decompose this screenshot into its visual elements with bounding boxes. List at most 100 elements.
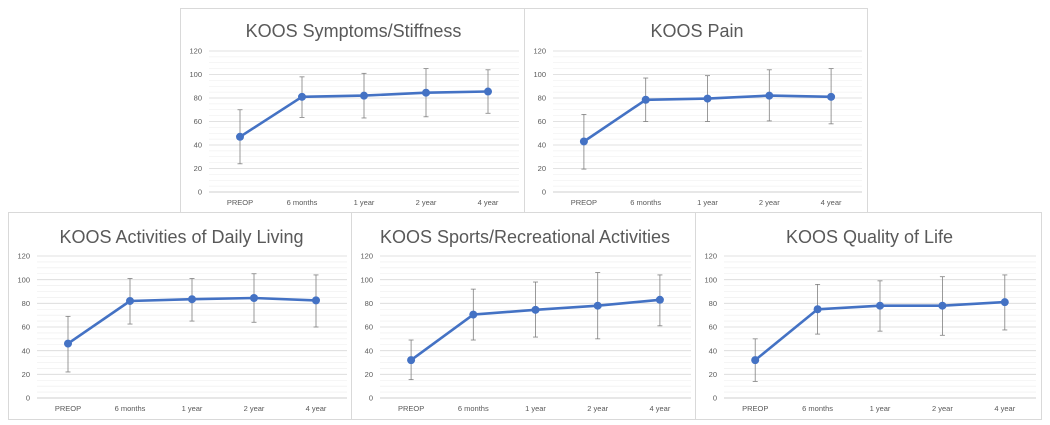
y-tick-label: 20 [194,164,202,173]
data-point [236,132,244,141]
y-tick-label: 0 [713,394,717,403]
y-tick-label: 60 [538,117,546,126]
x-tick-label: 6 months [458,404,489,413]
x-tick-label: 2 year [932,404,953,413]
data-point [531,305,540,314]
data-point [250,294,258,303]
x-tick-label: 4 year [478,198,499,207]
x-tick-label: 6 months [630,198,661,207]
chart-panel-sports-recreational: KOOS Sports/Recreational Activities 0 20 40… [351,212,697,420]
y-tick-label: 20 [709,370,717,379]
y-tick-label: 60 [365,323,373,332]
y-tick-label: 20 [365,370,373,379]
y-tick-label: 120 [533,47,546,56]
chart-title: KOOS Sports/Recreational Activities [380,227,670,247]
x-tick-label: 4 year [994,404,1015,413]
chart-panel-activities-daily-living: KOOS Activities of Daily Living 0 20 40 60 80… [8,212,353,420]
y-tick-label: 40 [194,141,202,150]
x-tick-label: 6 months [287,198,318,207]
y-tick-label: 60 [709,323,717,332]
y-tick-label: 40 [365,346,373,355]
x-tick-label: 1 year [182,404,203,413]
data-point [876,301,884,310]
y-tick-label: 80 [538,94,546,103]
y-tick-label: 120 [704,252,717,261]
chart-title: KOOS Quality of Life [786,227,953,247]
chart-svg: KOOS Symptoms/Stiffness 0 20 40 60 80 100 120 PR… [189,21,519,207]
y-tick-label: 20 [22,370,30,379]
data-point [641,95,650,104]
x-tick-label: 1 year [870,404,891,413]
x-tick-label: 2 year [244,404,265,413]
y-tick-label: 100 [704,275,717,284]
data-point [827,92,836,101]
y-tick-label: 100 [360,275,373,284]
data-point [407,356,416,365]
data-point [126,296,134,305]
x-tick-label: 6 months [802,404,833,413]
x-tick-label: 4 year [649,404,670,413]
data-point [938,301,947,310]
data-point [360,91,368,100]
y-tick-label: 80 [709,299,717,308]
data-point [813,305,822,314]
x-tick-label: PREOP [571,198,597,207]
y-tick-label: 120 [189,47,202,56]
data-point [765,91,774,100]
y-tick-label: 0 [542,188,546,197]
chart-svg: KOOS Pain 0 20 40 60 80 100 120 PREOP 6 months 1 y… [533,21,862,207]
x-tick-label: 2 year [416,198,437,207]
chart-title: KOOS Pain [650,21,743,41]
data-point [312,296,320,305]
y-tick-label: 60 [22,323,30,332]
chart-title: KOOS Activities of Daily Living [59,227,303,247]
data-point [703,94,712,103]
chart-svg: KOOS Quality of Life 0 20 40 60 80 100 120 PREOP… [704,227,1036,413]
x-tick-label: 1 year [525,404,546,413]
y-tick-label: 40 [22,346,30,355]
data-point [1000,298,1009,307]
y-tick-label: 0 [26,394,30,403]
chart-panel-pain: KOOS Pain 0 20 40 60 80 100 120 PREOP 6 months 1 y… [524,8,868,214]
data-point [579,137,588,146]
y-tick-label: 120 [360,252,373,261]
x-tick-label: 1 year [697,198,718,207]
y-tick-label: 40 [709,346,717,355]
y-tick-label: 120 [17,252,30,261]
y-tick-label: 100 [189,70,202,79]
x-tick-label: 2 year [759,198,780,207]
chart-panel-symptoms-stiffness: KOOS Symptoms/Stiffness 0 20 40 60 80 100 120 PR… [180,8,525,214]
x-tick-label: 2 year [587,404,608,413]
y-tick-label: 0 [198,188,202,197]
data-point [64,339,72,348]
y-tick-label: 0 [369,394,373,403]
data-point [298,92,306,101]
x-tick-label: 6 months [115,404,146,413]
chart-panel-quality-of-life: KOOS Quality of Life 0 20 40 60 80 100 120 PREOP… [695,212,1042,420]
y-tick-label: 100 [17,275,30,284]
data-point [469,310,478,319]
y-tick-label: 20 [538,164,546,173]
chart-title: KOOS Symptoms/Stiffness [246,21,462,41]
chart-svg: KOOS Activities of Daily Living 0 20 40 60 80… [17,227,347,413]
x-tick-label: PREOP [742,404,768,413]
x-tick-label: PREOP [227,198,253,207]
data-point [484,87,492,96]
x-tick-label: 1 year [354,198,375,207]
y-tick-label: 80 [194,94,202,103]
y-tick-label: 100 [533,70,546,79]
data-point [751,356,760,365]
data-point [655,295,664,304]
y-tick-label: 60 [194,117,202,126]
data-point [593,301,602,310]
y-tick-label: 80 [22,299,30,308]
data-point [422,88,430,97]
data-point [188,295,196,304]
x-tick-label: 4 year [306,404,327,413]
chart-svg: KOOS Sports/Recreational Activities 0 20 40… [360,227,691,413]
x-tick-label: 4 year [821,198,842,207]
y-tick-label: 40 [538,141,546,150]
x-tick-label: PREOP [55,404,81,413]
x-tick-label: PREOP [398,404,424,413]
y-tick-label: 80 [365,299,373,308]
